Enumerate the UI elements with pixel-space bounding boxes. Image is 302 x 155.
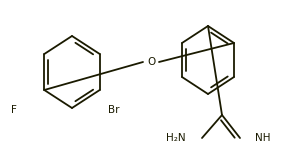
Text: O: O (147, 57, 155, 67)
Text: H₂N: H₂N (166, 133, 186, 143)
Text: NH: NH (255, 133, 271, 143)
Text: F: F (11, 105, 17, 115)
Text: Br: Br (108, 105, 120, 115)
